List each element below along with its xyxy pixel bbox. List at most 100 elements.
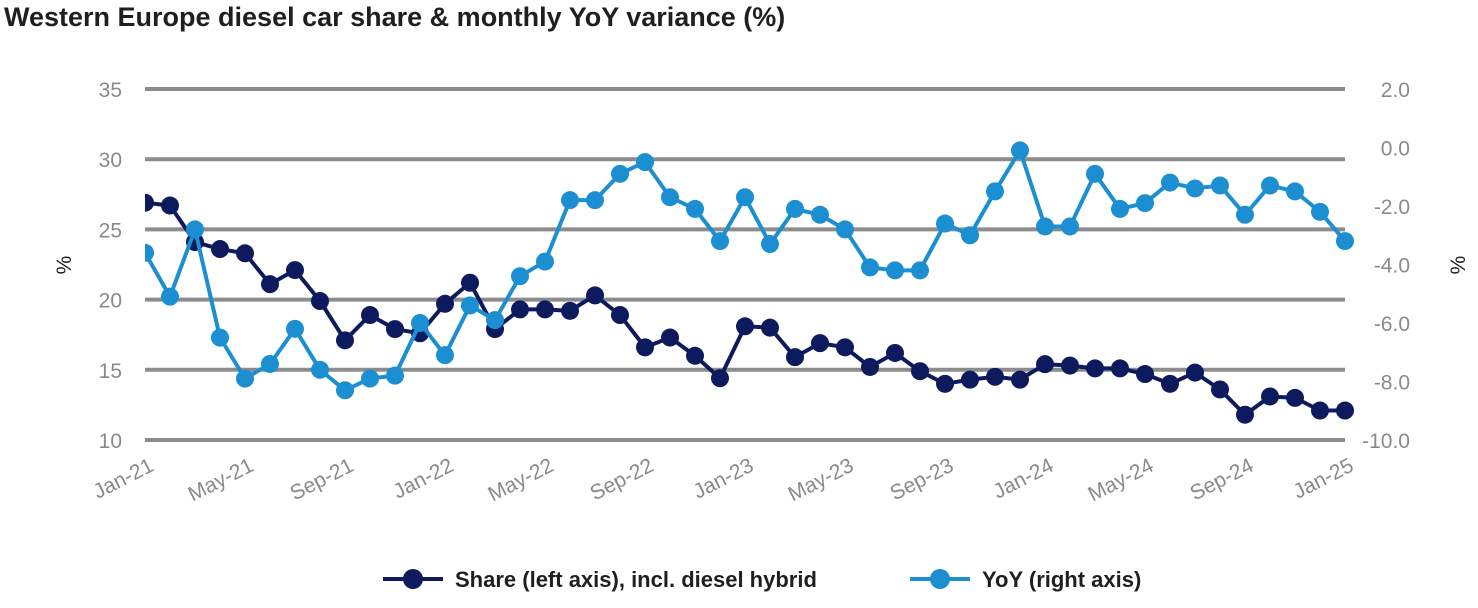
data-point	[661, 328, 679, 347]
data-point	[586, 286, 604, 305]
data-point	[1086, 359, 1104, 378]
data-point	[836, 220, 854, 239]
data-point	[636, 153, 654, 172]
data-point	[1136, 194, 1154, 213]
left-axis-ticks: 10 15 20 25 30 35	[99, 79, 122, 453]
legend-label: Share (left axis), incl. diesel hybrid	[455, 567, 817, 592]
data-point	[961, 370, 979, 389]
data-point	[486, 311, 504, 330]
data-point	[261, 354, 279, 373]
x-tick-label: Sep-21	[286, 454, 357, 505]
legend-label: YoY (right axis)	[982, 567, 1141, 592]
data-point	[1211, 176, 1229, 195]
data-point	[145, 243, 154, 262]
data-point	[686, 346, 704, 365]
right-axis-ticks: -10.0 -8.0 -6.0 -4.0 -2.0 0.0 2.0	[1362, 79, 1410, 453]
data-point	[1011, 141, 1029, 160]
legend-item: YoY (right axis)	[910, 567, 1141, 592]
gridlines	[145, 87, 1345, 442]
data-point	[811, 205, 829, 224]
data-point	[761, 235, 779, 254]
data-point	[386, 366, 404, 385]
data-point	[261, 275, 279, 294]
data-point	[361, 369, 379, 388]
data-point	[461, 273, 479, 292]
data-point	[536, 252, 554, 271]
data-point	[411, 314, 429, 332]
data-point	[561, 301, 579, 320]
data-point	[311, 360, 329, 379]
data-point	[1336, 232, 1354, 251]
data-point	[561, 191, 579, 210]
data-point	[145, 193, 154, 212]
data-point	[936, 374, 954, 393]
data-point	[361, 306, 379, 325]
right-axis-label: %	[1447, 256, 1470, 275]
data-point	[1261, 176, 1279, 195]
data-point	[961, 226, 979, 245]
chart-title: Western Europe diesel car share & monthl…	[4, 2, 786, 32]
data-point	[1336, 401, 1354, 420]
x-tick-label: May-22	[484, 454, 557, 506]
data-point	[836, 338, 854, 357]
left-tick-label: 20	[99, 290, 122, 313]
series-layer	[145, 141, 1354, 424]
legend-item: Share (left axis), incl. diesel hybrid	[383, 567, 817, 592]
left-tick-label: 15	[99, 360, 122, 383]
data-point	[1211, 380, 1229, 399]
data-point	[1311, 202, 1329, 221]
x-tick-label: Jan-21	[90, 454, 158, 504]
series-2	[145, 141, 1354, 400]
data-point	[236, 244, 254, 263]
data-point	[611, 164, 629, 183]
data-point	[736, 188, 754, 207]
data-point	[1036, 355, 1054, 374]
data-point	[986, 182, 1004, 201]
data-point	[661, 188, 679, 207]
data-point	[911, 261, 929, 280]
data-point	[786, 199, 804, 218]
x-tick-label: Sep-22	[586, 454, 657, 505]
x-tick-label: Jan-22	[390, 454, 458, 504]
right-tick-label: -2.0	[1374, 196, 1410, 219]
x-tick-label: May-24	[1084, 454, 1157, 506]
right-tick-label: 0.0	[1381, 138, 1410, 161]
data-point	[536, 300, 554, 319]
data-point	[1161, 374, 1179, 393]
right-tick-label: -6.0	[1374, 313, 1410, 336]
legend-swatch-marker	[403, 569, 423, 589]
data-point	[1036, 217, 1054, 236]
data-point	[586, 191, 604, 210]
data-point	[711, 232, 729, 251]
data-point	[511, 300, 529, 319]
data-point	[861, 357, 879, 376]
data-point	[686, 199, 704, 218]
data-point	[1261, 387, 1279, 406]
right-tick-label: 2.0	[1381, 79, 1410, 102]
data-point	[736, 317, 754, 336]
data-point	[186, 220, 204, 239]
legend-swatch-marker	[930, 569, 950, 589]
x-tick-label: May-23	[784, 454, 857, 506]
right-tick-label: -4.0	[1374, 255, 1410, 278]
x-axis-ticks: Jan-21 May-21 Sep-21 Jan-22 May-22 Sep-22 Jan-…	[90, 454, 1358, 506]
data-point	[1311, 401, 1329, 420]
data-point	[1286, 388, 1304, 407]
right-tick-label: -10.0	[1362, 430, 1410, 453]
data-point	[611, 306, 629, 325]
left-axis-label: %	[53, 256, 76, 275]
left-tick-label: 10	[99, 430, 122, 453]
data-point	[311, 292, 329, 311]
data-point	[1286, 182, 1304, 201]
data-point	[436, 294, 454, 313]
data-point	[211, 240, 229, 259]
data-point	[1061, 356, 1079, 375]
data-point	[761, 318, 779, 337]
left-tick-label: 25	[99, 219, 122, 242]
data-point	[1236, 405, 1254, 424]
data-point	[236, 369, 254, 388]
data-point	[286, 261, 304, 280]
data-point	[861, 258, 879, 277]
legend: Share (left axis), incl. diesel hybrid Yo…	[383, 567, 1141, 592]
